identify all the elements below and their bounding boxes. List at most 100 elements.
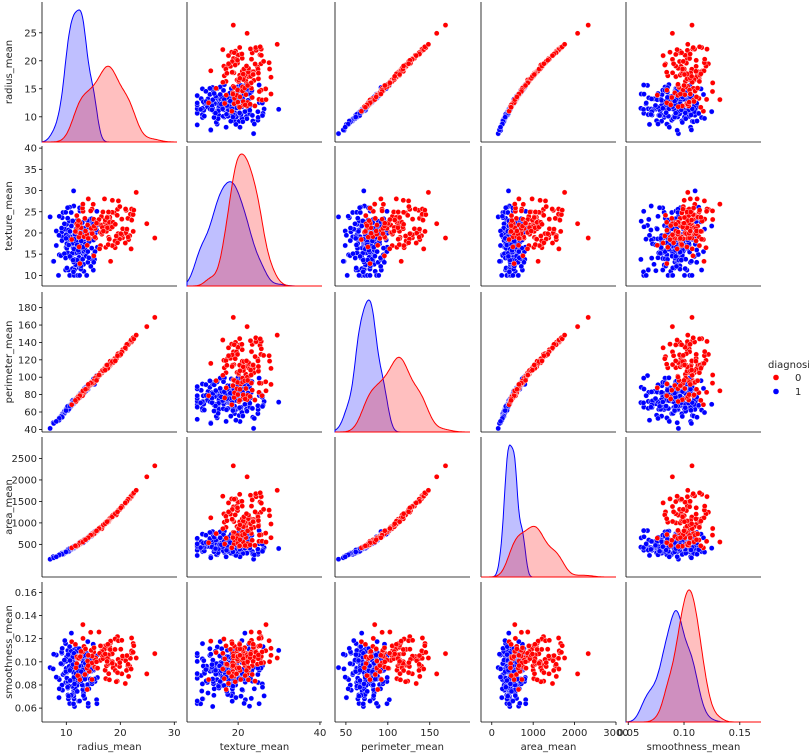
- scatter-point-1: [692, 188, 698, 194]
- scatter-point-0: [362, 228, 369, 235]
- scatter-point-0: [405, 508, 412, 515]
- scatter-point-0: [223, 357, 229, 364]
- scatter-point-1: [643, 272, 650, 279]
- scatter-point-0: [516, 235, 522, 242]
- scatter-point-1: [352, 549, 359, 555]
- scatter-point-0: [376, 235, 383, 242]
- scatter-point-0: [680, 206, 686, 212]
- scatter-point-0: [522, 377, 529, 384]
- scatter-point-1: [502, 407, 509, 414]
- scatter-point-0: [151, 462, 158, 469]
- scatter-point-1: [68, 209, 74, 216]
- scatter-point-0: [252, 353, 258, 360]
- scatter-point-0: [114, 239, 121, 246]
- scatter-point-0: [380, 230, 386, 237]
- scatter-point-0: [228, 401, 235, 408]
- scatter-point-0: [252, 542, 258, 549]
- scatter-point-0: [664, 381, 670, 387]
- scatter-point-0: [243, 510, 250, 517]
- scatter-point-0: [236, 104, 243, 111]
- scatter-point-0: [667, 341, 673, 347]
- scatter-point-0: [128, 246, 134, 252]
- scatter-point-0: [693, 351, 700, 358]
- scatter-point-1: [640, 399, 647, 406]
- scatter-point-0: [701, 348, 708, 355]
- scatter-point-0: [93, 220, 100, 226]
- scatter-point-1: [53, 228, 60, 234]
- scatter-point-0: [230, 382, 236, 389]
- scatter-point-0: [703, 389, 710, 396]
- scatter-point-0: [229, 516, 235, 523]
- scatter-point-1: [698, 267, 705, 273]
- scatter-point-0: [667, 49, 673, 56]
- scatter-point-0: [685, 189, 691, 196]
- scatter-point-0: [400, 242, 407, 249]
- scatter-point-0: [687, 341, 693, 348]
- scatter-point-0: [669, 323, 676, 330]
- scatter-point-1: [47, 214, 53, 220]
- scatter-point-1: [197, 106, 204, 113]
- scatter-point-0: [681, 377, 687, 384]
- scatter-point-1: [377, 263, 384, 270]
- scatter-point-0: [260, 506, 267, 513]
- scatter-point-0: [400, 510, 407, 517]
- scatter-point-0: [688, 367, 695, 373]
- scatter-point-0: [244, 377, 251, 384]
- scatter-point-0: [541, 352, 547, 359]
- scatter-point-0: [680, 58, 687, 65]
- scatter-point-0: [662, 212, 669, 219]
- scatter-point-0: [684, 244, 690, 250]
- scatter-point-0: [709, 88, 716, 95]
- scatter-point-1: [673, 263, 680, 270]
- scatter-point-0: [237, 536, 243, 543]
- scatter-point-0: [82, 536, 89, 543]
- scatter-point-1: [375, 272, 382, 279]
- scatter-point-1: [682, 110, 689, 116]
- scatter-point-0: [260, 352, 267, 359]
- scatter-point-0: [133, 487, 139, 494]
- scatter-point-0: [677, 382, 684, 389]
- scatter-point-0: [400, 63, 407, 69]
- scatter-point-1: [688, 407, 694, 414]
- scatter-point-1: [641, 91, 647, 97]
- scatter-point-0: [96, 372, 102, 378]
- scatter-point-0: [109, 197, 116, 204]
- scatter-point-0: [225, 500, 232, 506]
- scatter-point-1: [201, 407, 208, 413]
- scatter-point-0: [549, 240, 556, 246]
- scatter-point-1: [56, 232, 62, 239]
- scatter-point-0: [263, 387, 269, 394]
- scatter-point-0: [221, 100, 228, 107]
- scatter-point-0: [367, 205, 373, 211]
- scatter-point-0: [681, 362, 688, 368]
- y-tick-label: 120: [18, 355, 37, 366]
- scatter-point-1: [648, 203, 655, 209]
- scatter-point-0: [518, 208, 525, 214]
- scatter-point-1: [656, 204, 663, 211]
- scatter-point-0: [229, 69, 235, 76]
- scatter-point-0: [551, 226, 557, 232]
- scatter-point-1: [663, 109, 669, 116]
- scatter-point-1: [236, 110, 243, 116]
- panel-perimeter_mean-vs-texture_mean: [186, 292, 322, 433]
- scatter-point-0: [220, 79, 226, 86]
- scatter-point-0: [701, 56, 708, 63]
- scatter-point-1: [223, 418, 229, 425]
- scatter-point-0: [677, 91, 684, 97]
- scatter-point-0: [664, 227, 670, 234]
- scatter-point-1: [220, 378, 227, 385]
- scatter-point-1: [498, 272, 505, 279]
- y-tick-label: 20: [24, 56, 37, 67]
- scatter-point-0: [687, 51, 693, 57]
- scatter-point-1: [374, 248, 380, 255]
- y-tick-label: 40: [24, 144, 37, 155]
- scatter-point-1: [353, 242, 360, 248]
- scatter-point-0: [405, 239, 412, 246]
- scatter-point-0: [675, 374, 681, 380]
- scatter-point-0: [255, 368, 262, 375]
- scatter-point-0: [561, 189, 568, 196]
- scatter-point-0: [373, 94, 380, 100]
- scatter-point-0: [405, 198, 412, 204]
- panel-radius_mean-vs-texture_mean: [186, 2, 322, 143]
- scatter-point-1: [666, 124, 673, 130]
